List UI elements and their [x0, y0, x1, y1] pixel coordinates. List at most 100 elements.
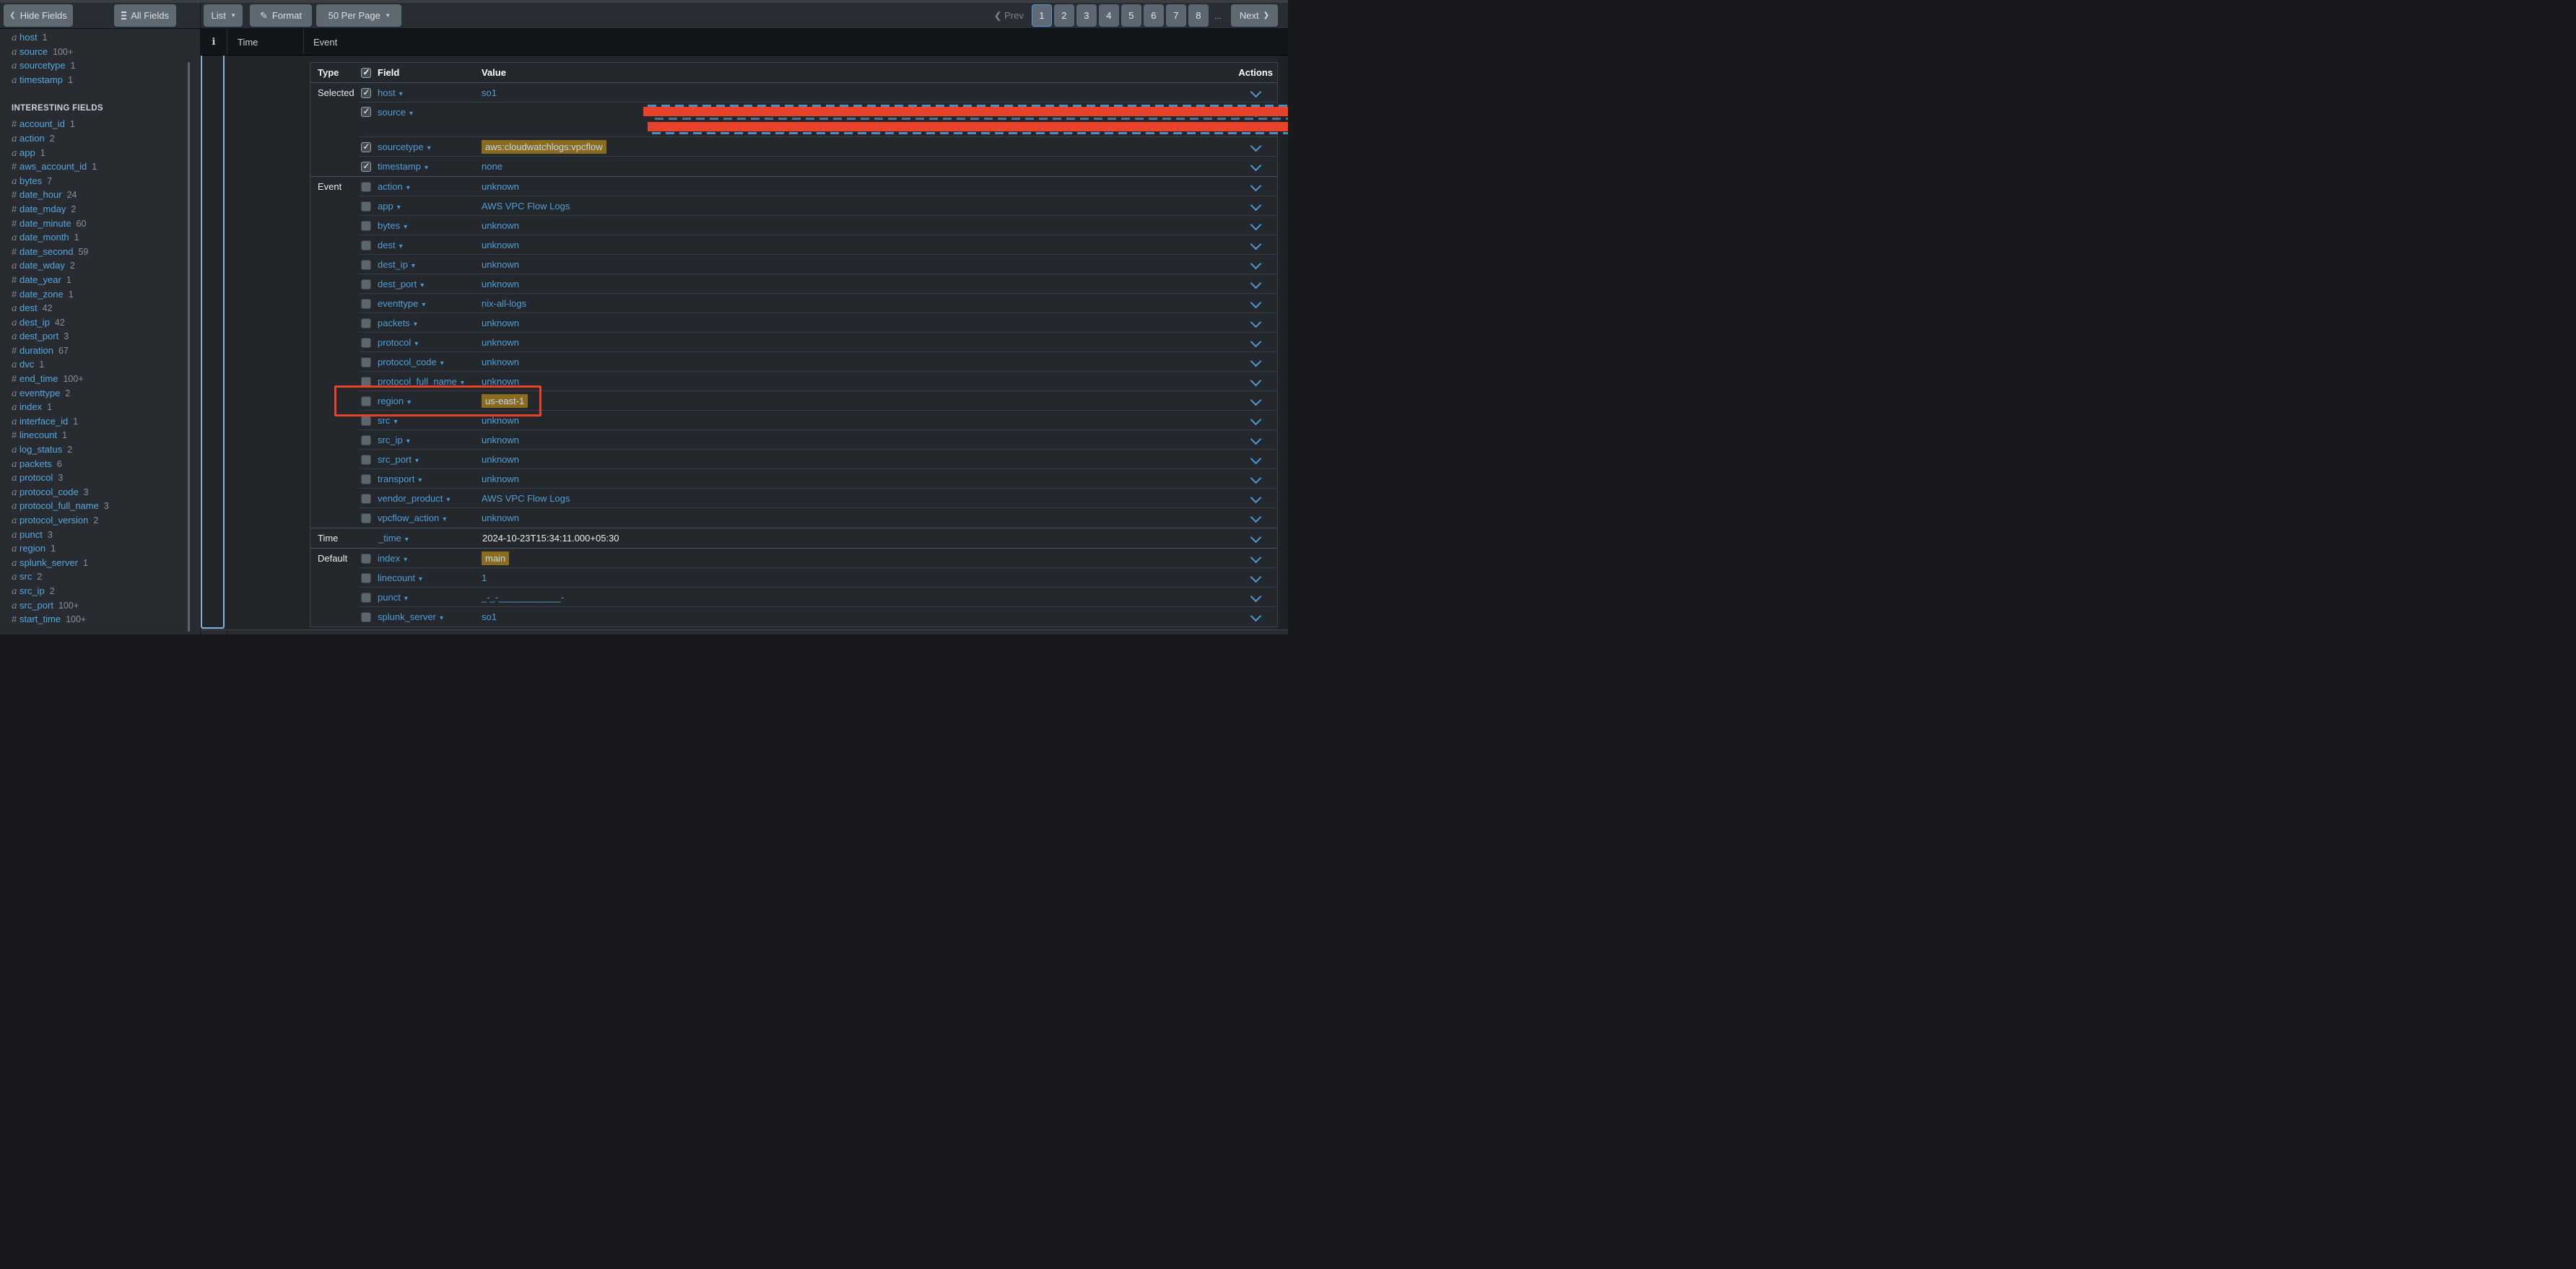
sidebar-field-link[interactable]: host	[19, 32, 38, 43]
expand-actions-icon[interactable]	[1250, 238, 1262, 250]
field-value[interactable]: _-_-____________-	[482, 592, 565, 603]
field-name-dropdown[interactable]: host	[378, 87, 482, 98]
field-name-dropdown[interactable]: src	[378, 415, 482, 426]
field-select-checkbox[interactable]	[361, 493, 371, 504]
field-value[interactable]: AWS VPC Flow Logs	[482, 493, 570, 504]
sidebar-field-link[interactable]: timestamp	[19, 74, 63, 85]
field-value[interactable]: unknown	[482, 181, 520, 192]
sidebar-field-link[interactable]: protocol_full_name	[19, 500, 99, 512]
expand-actions-icon[interactable]	[1250, 86, 1262, 97]
field-value[interactable]: unknown	[482, 415, 520, 426]
page-button[interactable]: 6	[1143, 4, 1164, 27]
field-select-checkbox[interactable]	[361, 396, 371, 406]
sidebar-field-link[interactable]: sourcetype	[19, 60, 66, 71]
field-value[interactable]: so1	[482, 87, 497, 98]
page-button[interactable]: 7	[1165, 4, 1186, 27]
sidebar-field-link[interactable]: end_time	[19, 373, 58, 385]
field-select-checkbox[interactable]	[361, 454, 371, 465]
field-name-dropdown[interactable]: vpcflow_action	[378, 513, 482, 523]
field-name-dropdown[interactable]: region	[378, 396, 482, 406]
field-value[interactable]: unknown	[482, 376, 520, 387]
field-select-checkbox[interactable]	[361, 592, 371, 603]
field-name-dropdown[interactable]: dest_port	[378, 279, 482, 289]
field-name-dropdown[interactable]: index	[378, 553, 482, 564]
format-button[interactable]: ✎ Format	[250, 4, 312, 27]
page-button[interactable]: 5	[1121, 4, 1141, 27]
field-select-checkbox[interactable]	[361, 415, 371, 426]
field-value[interactable]: none	[482, 161, 502, 172]
field-select-checkbox[interactable]	[361, 220, 371, 231]
field-value[interactable]: 1	[482, 572, 487, 583]
sidebar-field-link[interactable]: src_port	[19, 599, 53, 611]
field-name-dropdown[interactable]: action	[378, 181, 482, 192]
field-name-dropdown[interactable]: timestamp	[378, 161, 482, 172]
field-name-dropdown[interactable]: transport	[378, 474, 482, 484]
field-value[interactable]: unknown	[482, 474, 520, 484]
field-value[interactable]: unknown	[482, 337, 520, 348]
field-select-checkbox[interactable]	[361, 435, 371, 445]
expand-actions-icon[interactable]	[1250, 610, 1262, 622]
field-value[interactable]: so1	[482, 611, 497, 622]
sidebar-field-link[interactable]: dest_ip	[19, 316, 50, 328]
field-value[interactable]: nix-all-logs	[482, 298, 527, 309]
field-name-dropdown[interactable]: sourcetype	[378, 141, 482, 152]
sidebar-field-link[interactable]: date_wday	[19, 260, 65, 271]
hide-fields-button[interactable]: ❮ Hide Fields	[4, 4, 73, 27]
field-select-checkbox[interactable]	[361, 572, 371, 583]
sidebar-field-link[interactable]: source	[19, 45, 48, 57]
page-button[interactable]: 1	[1031, 4, 1052, 27]
field-select-checkbox[interactable]	[361, 259, 371, 270]
field-value[interactable]: unknown	[482, 259, 520, 270]
sidebar-field-link[interactable]: dvc	[19, 359, 35, 370]
field-select-checkbox[interactable]	[361, 298, 371, 309]
sidebar-field-link[interactable]: dest	[19, 302, 38, 314]
sidebar-field-link[interactable]: action	[19, 132, 45, 144]
field-select-checkbox[interactable]	[361, 161, 371, 172]
field-name-dropdown[interactable]: linecount	[378, 572, 482, 583]
sidebar-field-link[interactable]: dest_port	[19, 331, 59, 342]
sidebar-field-link[interactable]: protocol_code	[19, 486, 79, 497]
select-all-checkbox[interactable]	[361, 67, 371, 78]
sidebar-field-link[interactable]: eventtype	[19, 387, 61, 398]
sidebar-field-link[interactable]: punct	[19, 528, 43, 540]
field-value[interactable]: AWS VPC Flow Logs	[482, 201, 570, 212]
sidebar-scrollbar[interactable]	[188, 62, 190, 632]
field-select-checkbox[interactable]	[361, 141, 371, 152]
sidebar-field-link[interactable]: splunk_server	[19, 557, 78, 568]
sidebar-field-link[interactable]: date_zone	[19, 288, 64, 300]
field-name-dropdown[interactable]: protocol	[378, 337, 482, 348]
sidebar-field-link[interactable]: protocol	[19, 472, 53, 484]
expand-actions-icon[interactable]	[1250, 180, 1262, 191]
expand-actions-icon[interactable]	[1250, 414, 1262, 425]
field-select-checkbox[interactable]	[361, 318, 371, 328]
field-select-checkbox[interactable]	[361, 513, 371, 523]
field-name-dropdown[interactable]: protocol_full_name	[378, 376, 482, 387]
field-name-dropdown[interactable]: src_port	[378, 454, 482, 465]
sidebar-field-link[interactable]: start_time	[19, 614, 61, 625]
expand-actions-icon[interactable]	[1250, 316, 1262, 328]
field-name-dropdown[interactable]: source	[378, 107, 482, 118]
field-name-dropdown[interactable]: _time	[378, 533, 482, 544]
field-value[interactable]: unknown	[482, 513, 520, 523]
expand-actions-icon[interactable]	[1250, 336, 1262, 347]
expand-actions-icon[interactable]	[1250, 277, 1262, 289]
expand-actions-icon[interactable]	[1250, 140, 1262, 152]
sidebar-field-link[interactable]: linecount	[19, 429, 58, 441]
all-fields-button[interactable]: All Fields	[114, 4, 176, 27]
expand-actions-icon[interactable]	[1250, 375, 1262, 386]
expand-actions-icon[interactable]	[1250, 453, 1262, 464]
field-select-checkbox[interactable]	[361, 357, 371, 367]
expand-actions-icon[interactable]	[1250, 590, 1262, 602]
list-view-dropdown[interactable]: List ▾	[204, 4, 243, 27]
field-value[interactable]: unknown	[482, 454, 520, 465]
field-name-dropdown[interactable]: punct	[378, 592, 482, 603]
sidebar-field-link[interactable]: src	[19, 571, 32, 583]
field-name-dropdown[interactable]: packets	[378, 318, 482, 328]
sidebar-field-link[interactable]: duration	[19, 344, 53, 356]
page-button[interactable]: 3	[1076, 4, 1097, 27]
sidebar-field-link[interactable]: log_status	[19, 444, 63, 455]
sidebar-field-link[interactable]: date_hour	[19, 189, 62, 201]
expand-actions-icon[interactable]	[1250, 472, 1262, 484]
field-value[interactable]: us-east-1	[482, 394, 528, 408]
field-name-dropdown[interactable]: vendor_product	[378, 493, 482, 504]
